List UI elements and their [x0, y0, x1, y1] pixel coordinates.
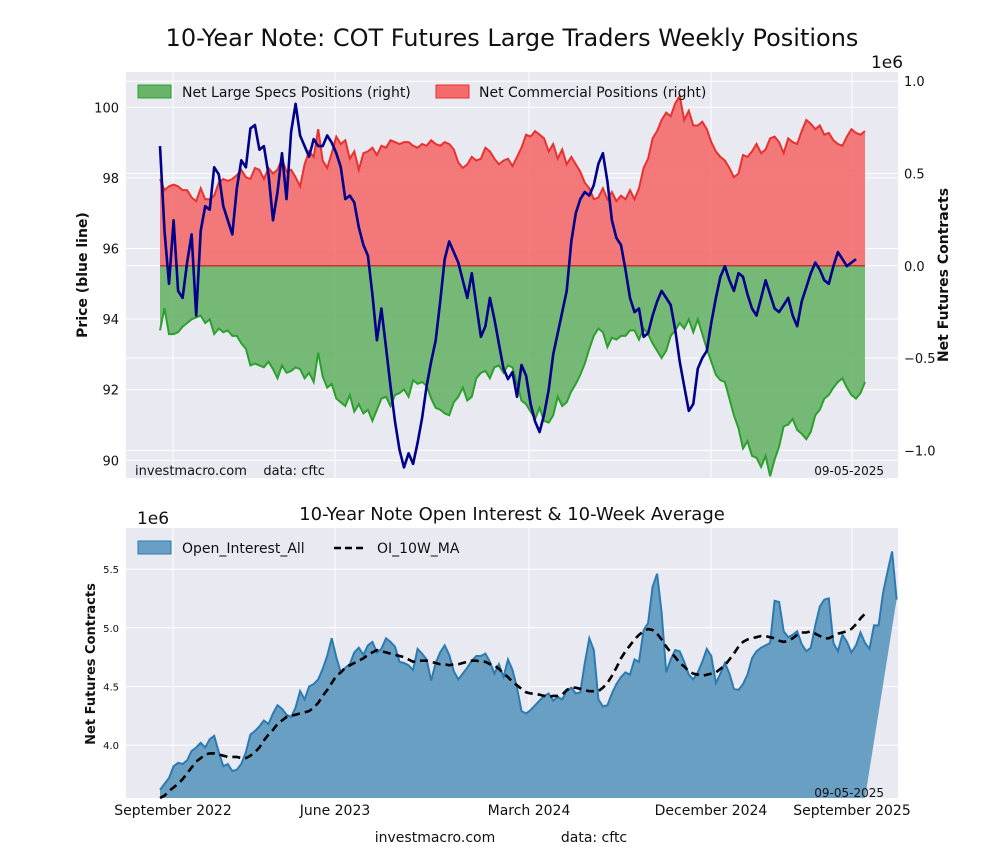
- open-interest-line: [159, 551, 898, 791]
- open-interest-chart: 10-Year Note Open Interest & 10-Week Ave…: [84, 504, 911, 819]
- date-tick-label: March 2024: [488, 803, 571, 819]
- positions-footer-date: 09-05-2025: [814, 464, 884, 478]
- specs-line: [159, 308, 866, 477]
- price-line: [158, 102, 857, 469]
- net-contracts-tick-label: 1.0: [904, 75, 925, 90]
- price-line-group: [158, 102, 857, 469]
- price-tick-label: 92: [102, 384, 119, 399]
- open-interest-tick-label: 5.5: [103, 565, 119, 576]
- date-tick-label: June 2023: [299, 803, 371, 819]
- price-axis-ticks: 90 92 94 96 98 100: [94, 101, 119, 469]
- date-tick-label: September 2022: [114, 803, 231, 819]
- chart-title: 10-Year Note: COT Futures Large Traders …: [166, 24, 859, 52]
- legend-label-open-interest: Open_Interest_All: [182, 541, 305, 557]
- right-axis-multiplier: 1e6: [871, 53, 903, 73]
- open-interest-axis-ticks: 4.0 4.5 5.0 5.5: [103, 565, 119, 752]
- open-interest-area-group: [159, 551, 898, 800]
- net-contracts-tick-label: 0.0: [904, 260, 925, 275]
- net-contracts-tick-label: −1.0: [904, 444, 936, 459]
- footer-site: investmacro.com: [375, 830, 495, 846]
- open-interest-area: [160, 551, 897, 798]
- open-interest-tick-label: 4.5: [103, 682, 119, 693]
- net-contracts-tick-label: 0.5: [904, 168, 925, 183]
- net-contracts-axis-label: Net Futures Contracts: [936, 188, 952, 362]
- price-tick-label: 100: [94, 101, 119, 116]
- footer-source: data: cftc: [561, 830, 627, 846]
- legend-label-commercial: Net Commercial Positions (right): [479, 85, 706, 101]
- date-tick-label: December 2024: [655, 803, 768, 819]
- legend-swatch-specs: [137, 84, 172, 99]
- open-interest-footer-date: 09-05-2025: [814, 786, 884, 800]
- price-tick-label: 94: [102, 313, 119, 328]
- commercial-line: [159, 93, 866, 204]
- legend-label-specs: Net Large Specs Positions (right): [182, 85, 411, 101]
- date-tick-label: September 2025: [793, 803, 910, 819]
- price-tick-label: 90: [102, 454, 119, 469]
- price-tick-label: 98: [102, 172, 119, 187]
- positions-footer-left: investmacro.com data: cftc: [135, 464, 325, 479]
- date-axis-ticks: September 2022 June 2023 March 2024 Decembe…: [114, 803, 910, 819]
- legend-swatch-commercial: [435, 84, 470, 99]
- legend-label-moving-average: OI_10W_MA: [377, 541, 460, 557]
- positions-chart: 90 92 94 96 98 100 −1.0 −0.5 0.0 0.5 1.0 1e6 Pric…: [75, 53, 952, 479]
- positions-areas: [159, 93, 866, 477]
- net-contracts-axis-ticks: −1.0 −0.5 0.0 0.5 1.0: [904, 75, 936, 459]
- open-interest-title: 10-Year Note Open Interest & 10-Week Ave…: [299, 504, 725, 525]
- positions-legend: Net Large Specs Positions (right) Net Co…: [137, 84, 706, 101]
- open-interest-tick-label: 4.0: [103, 741, 119, 752]
- legend-swatch-open-interest: [137, 540, 172, 555]
- moving-average-line: [159, 612, 866, 800]
- net-contracts-tick-label: −0.5: [904, 352, 936, 367]
- open-interest-tick-label: 5.0: [103, 624, 119, 635]
- price-axis-label: Price (blue line): [75, 212, 91, 338]
- open-interest-legend: Open_Interest_All OI_10W_MA: [137, 540, 460, 557]
- open-interest-axis-multiplier: 1e6: [137, 509, 169, 529]
- price-tick-label: 96: [102, 243, 119, 258]
- open-interest-axis-label: Net Futures Contracts: [84, 583, 99, 745]
